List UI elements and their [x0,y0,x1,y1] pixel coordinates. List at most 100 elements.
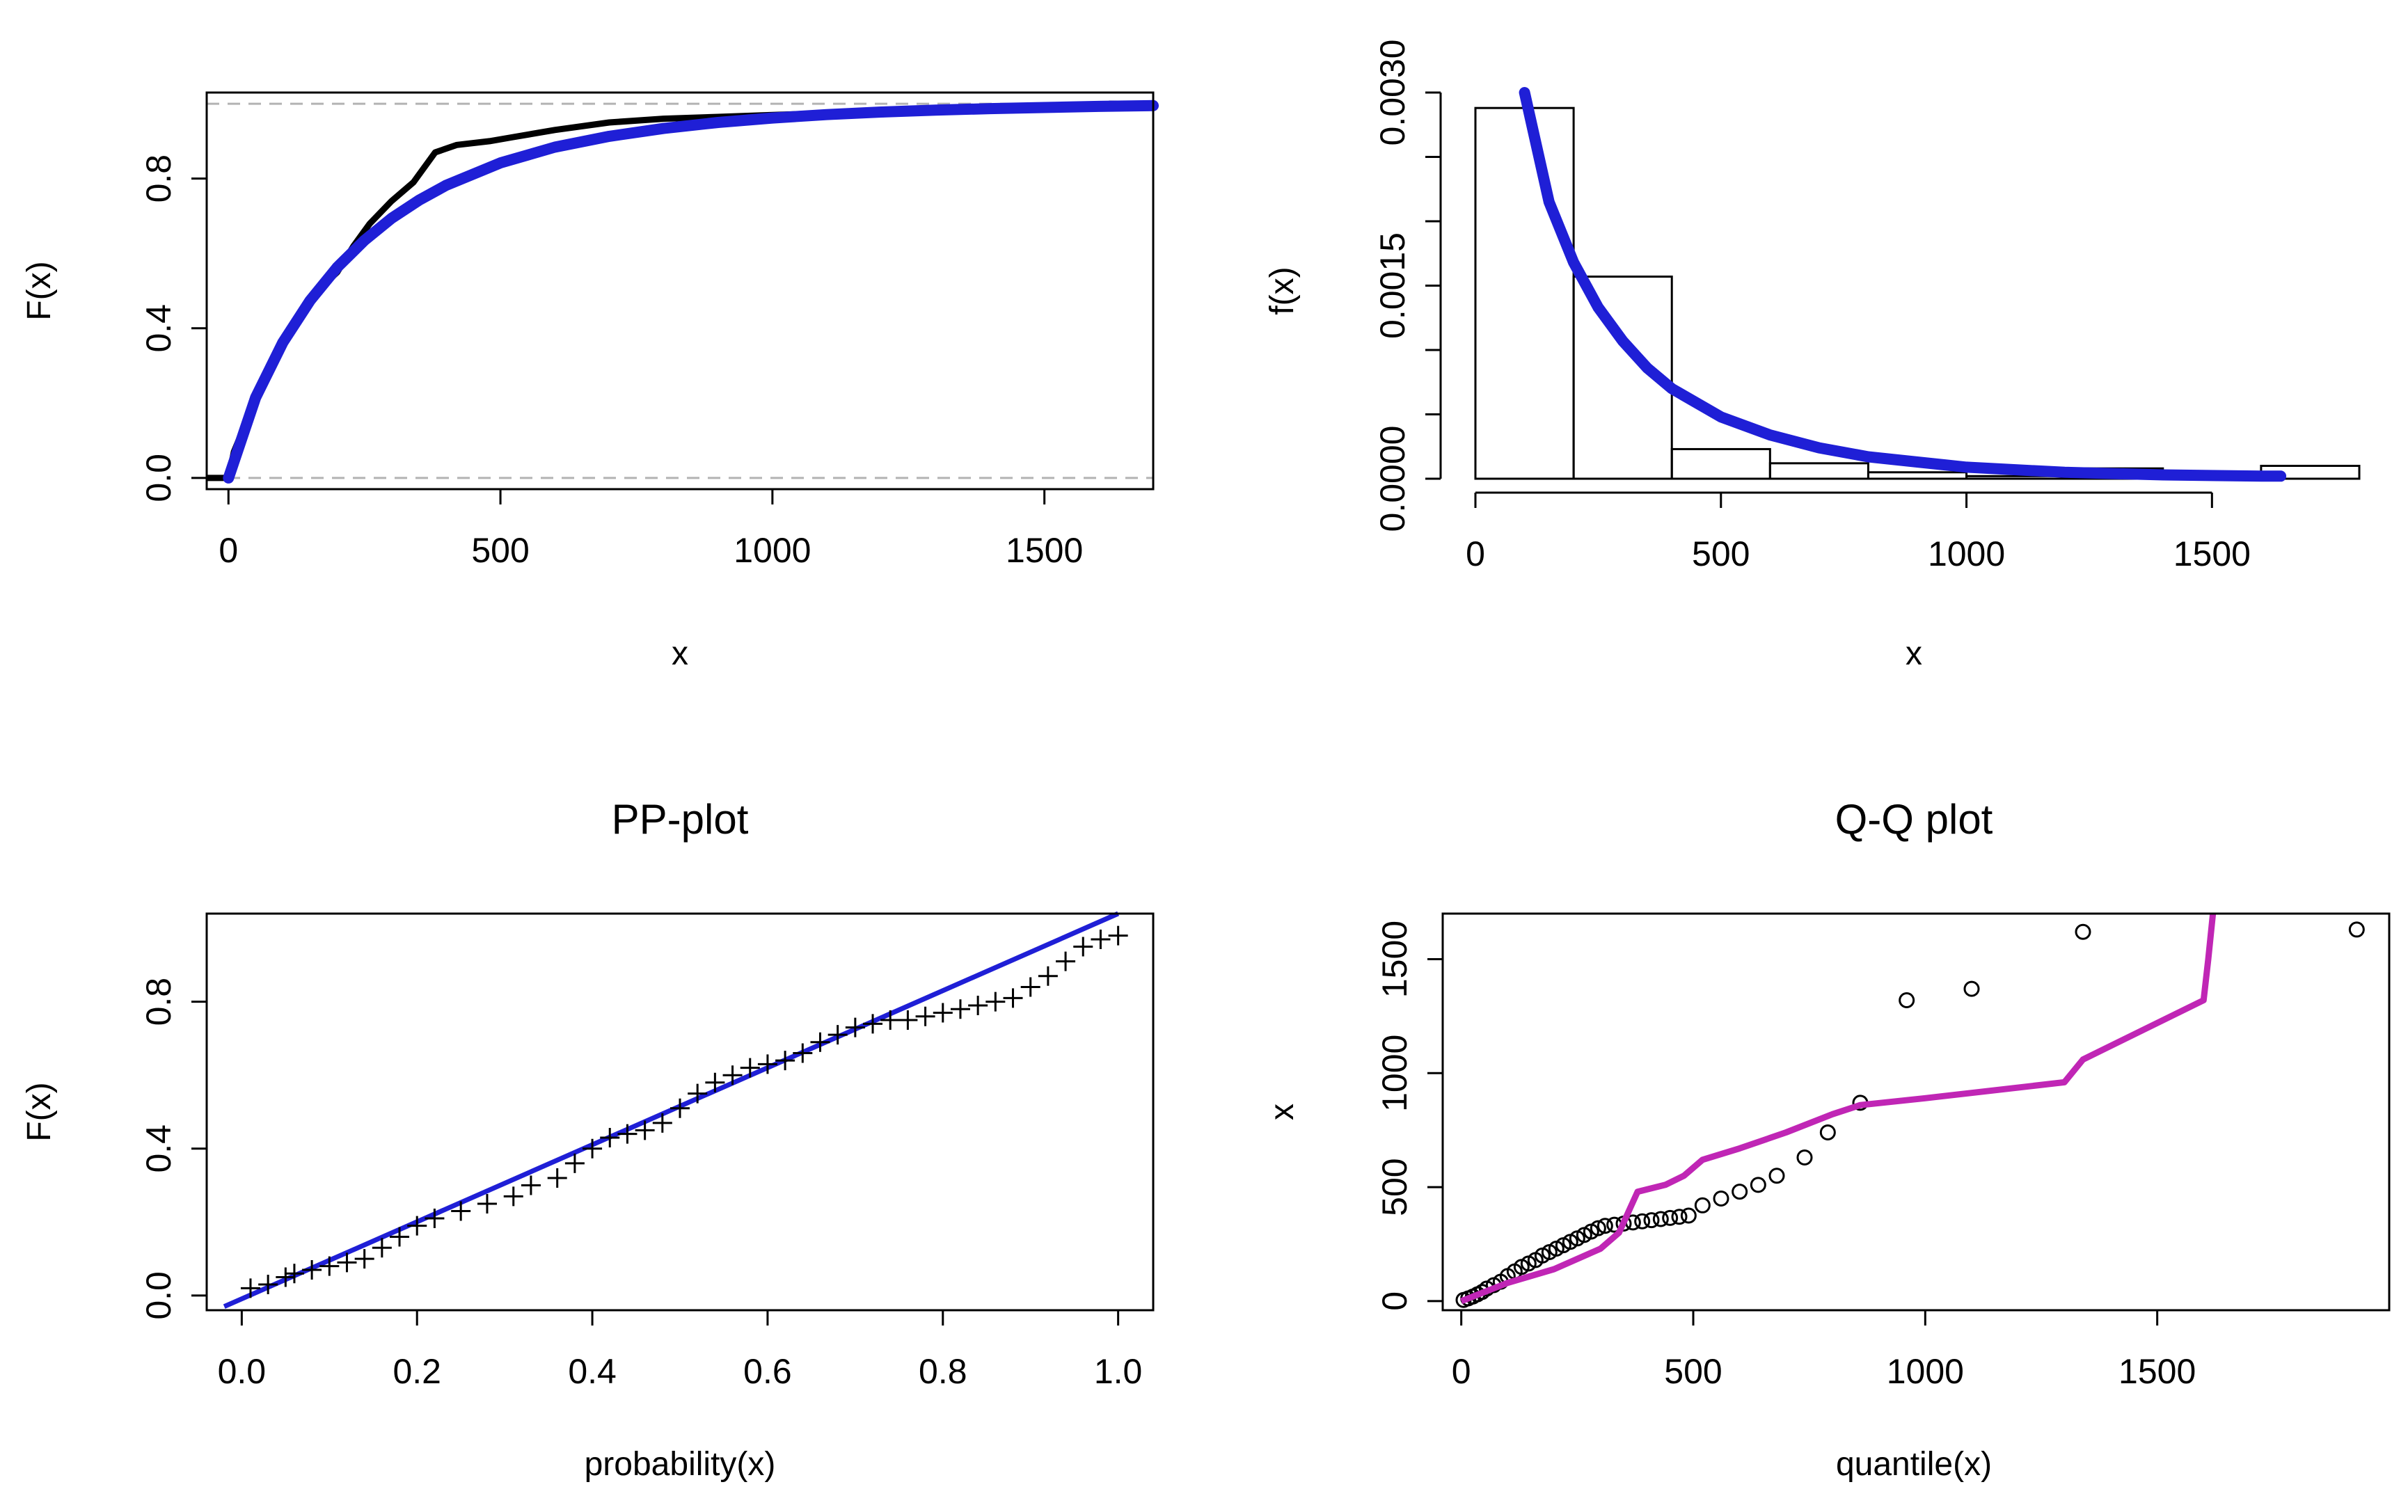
pp-point [635,1120,655,1140]
pp-point [583,1138,603,1159]
density-ticks: 0 500 1000 1500 0.0000 0.0015 0.0030 [1373,40,2251,573]
density-histogram-bar [1670,447,1771,480]
pp-point [722,1065,743,1085]
pp-point [564,1153,585,1173]
pp-point [933,1003,953,1023]
density-x-tick-label: 0 [1466,534,1485,573]
pp-point [1108,925,1128,946]
pp-point [503,1186,523,1207]
density-y-label: f(x) [1264,266,1301,315]
pp-point [302,1259,322,1280]
density-y-tick-label: 0.0015 [1373,232,1412,339]
pp-point [880,1010,901,1030]
cdf-x-label: x [672,635,688,672]
pp-point [1091,929,1111,949]
qq-point [1680,1207,1697,1224]
density-y-tick-label: 0.0030 [1373,40,1412,146]
qq-point [1662,1209,1679,1226]
pp-point [827,1025,848,1045]
pp-point [1038,966,1058,986]
qq-reference-line [1460,914,2217,1305]
pp-point [521,1175,541,1195]
pp-point [793,1043,813,1063]
qq-series [1455,914,2365,1308]
qq-y-tick-label: 1500 [1375,921,1414,998]
qq-point [1963,980,1980,997]
cdf-x-tick-label: 500 [471,531,529,570]
pp-y-label: F(x) [21,1082,58,1141]
cdf-y-label: F(x) [21,261,58,320]
pp-point [950,999,970,1019]
pp-point [600,1127,620,1147]
cdf-y-tick-label: 0.0 [139,454,178,502]
panel-qq: Q-Q plot 0 500 1000 1500 0 500 1000 1500 quanti… [1264,796,2391,1483]
pp-x-tick-label: 0.8 [919,1352,967,1391]
cdf-fitted-line [223,100,1159,484]
pp-point [407,1216,427,1236]
pp-point [670,1098,690,1118]
qq-point [1652,1211,1669,1227]
pp-ticks: 0.0 0.2 0.4 0.6 0.8 1.0 0.0 0.4 0.8 [139,914,1142,1391]
pp-point [617,1124,637,1144]
pp-y-tick-label: 0.8 [139,978,178,1026]
qq-point [1634,1213,1651,1230]
pp-point [985,992,1006,1012]
qq-point [1819,1124,1836,1140]
density-histogram-bar [1474,106,1575,480]
density-x-tick-label: 1500 [2173,534,2251,573]
density-x-tick-label: 1000 [1928,534,2005,573]
qq-point [1597,1218,1613,1234]
pp-point [337,1252,357,1273]
qq-y-tick-label: 0 [1375,1291,1414,1311]
pp-point [652,1113,672,1133]
pp-point [845,1017,865,1037]
pp-point [915,1006,935,1026]
density-fitted-line [1519,87,2287,482]
cdf-y-tick-label: 0.8 [139,154,178,203]
pp-point [1020,977,1040,997]
qq-point [1694,1197,1711,1213]
panel-cdf: 0 500 1000 1500 0.0 0.4 0.8 x F(x) [21,91,1159,672]
pp-point [477,1193,497,1213]
pp-y-tick-label: 0.4 [139,1124,178,1173]
pp-point [898,1010,918,1030]
pp-point [276,1267,296,1287]
pp-point [319,1256,340,1276]
pp-title: PP-plot [612,796,749,843]
pp-point [451,1201,471,1221]
density-y-tick-label: 0.0000 [1373,426,1412,532]
qq-x-label: quantile(x) [1836,1446,1992,1483]
pp-point [688,1083,708,1104]
qq-point [1899,992,1915,1008]
pp-x-tick-label: 0.2 [393,1352,441,1391]
pp-point [740,1058,760,1078]
cdf-x-tick-label: 1500 [1006,531,1083,570]
qq-point [1732,1184,1748,1200]
pp-x-label: probability(x) [585,1446,776,1483]
cdf-empirical-line [207,100,1153,482]
qq-point [1768,1168,1785,1184]
pp-x-tick-label: 0.6 [743,1352,792,1391]
pp-reference-line [223,911,1120,1309]
pp-point [372,1238,392,1258]
pp-point [547,1168,567,1188]
qq-point [1750,1177,1766,1193]
qq-point [1796,1149,1813,1166]
qq-point [1671,1209,1688,1225]
qq-point [1590,1220,1606,1236]
qq-y-tick-label: 500 [1375,1158,1414,1216]
cdf-plot-frame [205,91,1155,491]
qq-plot-frame [1441,912,2391,1312]
pp-x-tick-label: 0.0 [218,1352,267,1391]
qq-point [1713,1190,1729,1207]
density-x-label: x [1906,635,1922,672]
pp-x-tick-label: 1.0 [1094,1352,1143,1391]
qq-x-tick-label: 1000 [1887,1352,1964,1391]
pp-y-tick-label: 0.0 [139,1271,178,1320]
pp-point [240,1278,260,1298]
cdf-x-tick-label: 0 [219,531,238,570]
pp-point [810,1032,830,1052]
density-x-tick-label: 500 [1692,534,1750,573]
pp-point [968,995,988,1015]
qq-point [2348,921,2365,938]
